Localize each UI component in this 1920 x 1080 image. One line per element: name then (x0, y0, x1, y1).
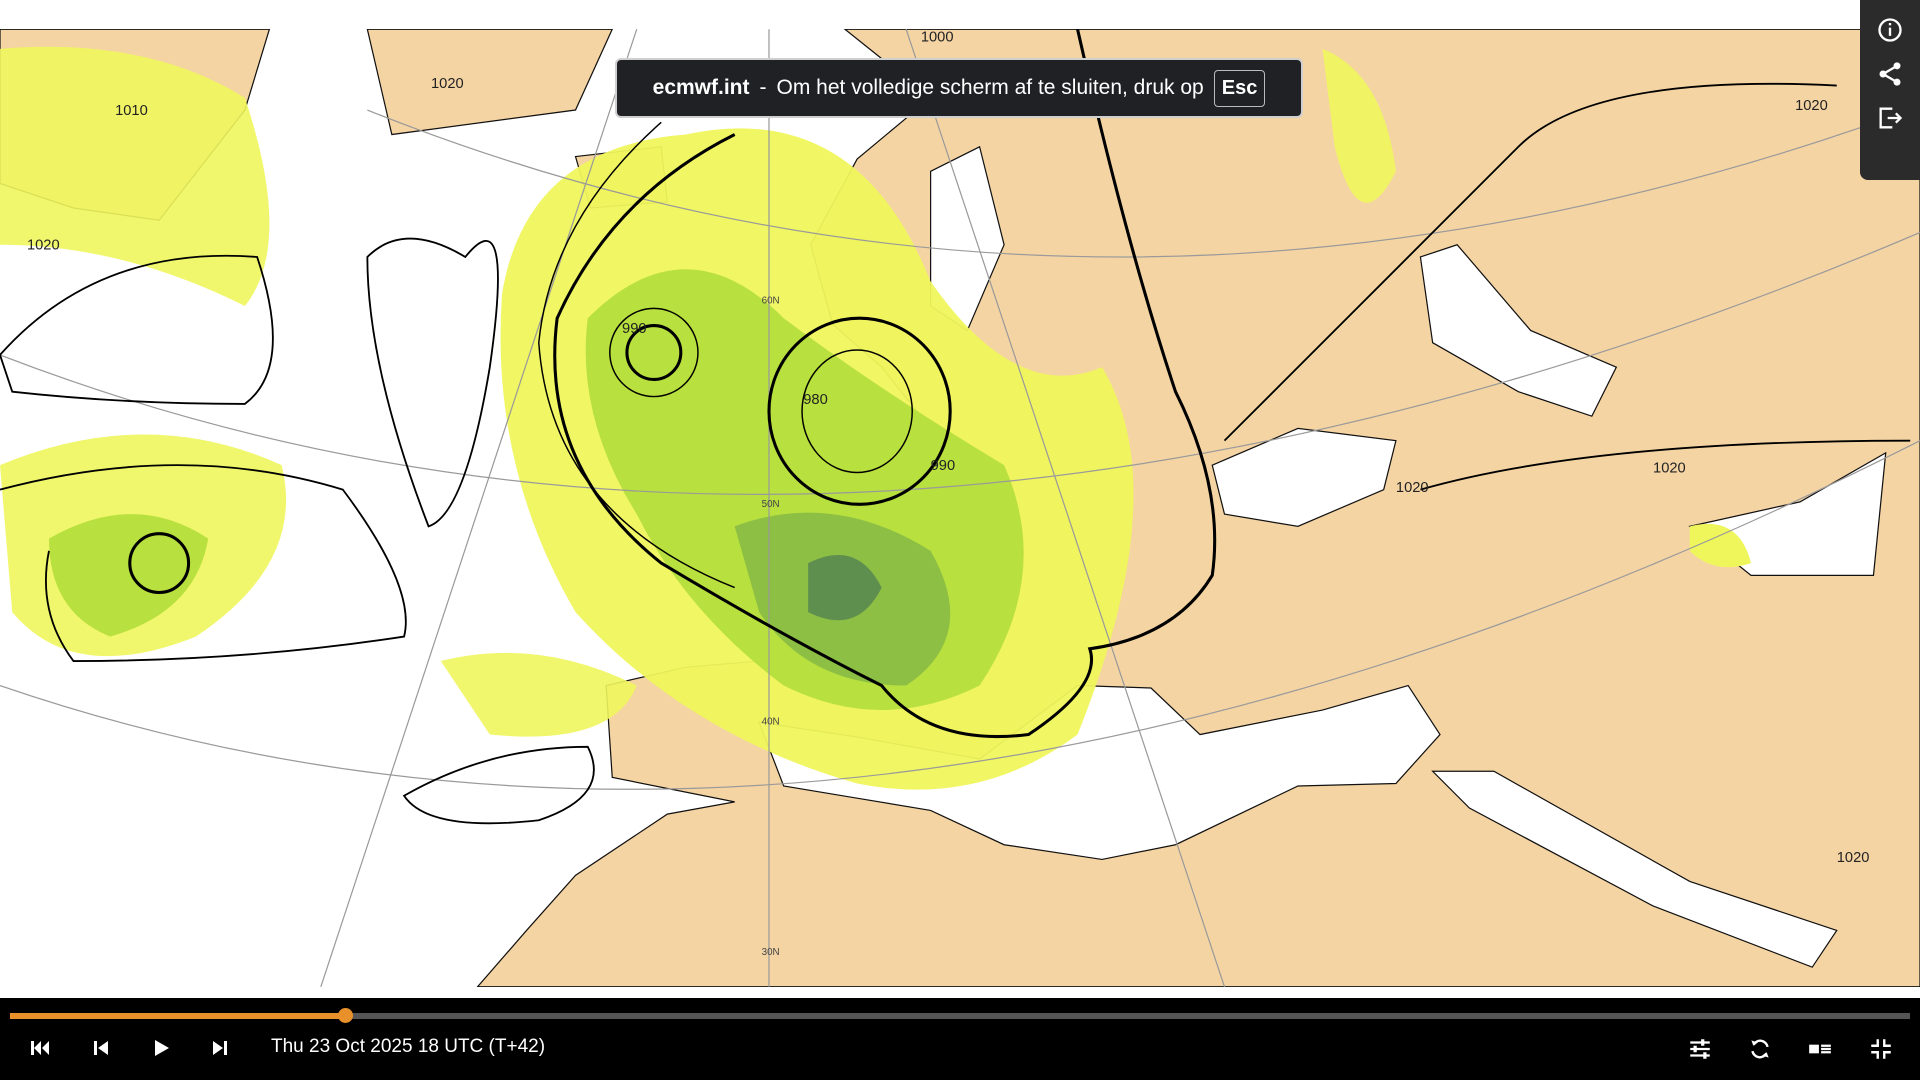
isobar-label: 1020 (27, 238, 60, 254)
previous-frame-button[interactable] (89, 1036, 113, 1060)
inland-seas (758, 145, 1887, 968)
notice-domain: ecmwf.int (652, 76, 750, 99)
graticule (0, 29, 1920, 987)
weather-map: 1010 1020 1020 1000 990 980 990 1020 102… (0, 29, 1920, 987)
isobar-label: 990 (931, 458, 956, 474)
isobar-label: 1010 (115, 103, 148, 119)
info-button[interactable] (1876, 16, 1904, 44)
isobar-label: 1020 (1653, 460, 1686, 476)
valid-time: Thu 23 Oct 2025 18 UTC (T+42) (271, 1036, 546, 1057)
timeline-handle[interactable] (338, 1008, 353, 1023)
isobar-label: 1020 (1837, 850, 1870, 866)
latitude-label: 40N (762, 717, 780, 728)
layers-button[interactable] (1807, 1036, 1833, 1062)
latitude-label: 60N (762, 296, 780, 307)
isobar-label: 990 (622, 321, 647, 337)
open-external-button[interactable] (1876, 104, 1904, 132)
share-button[interactable] (1876, 60, 1904, 88)
esc-key: Esc (1213, 69, 1266, 107)
timeline[interactable] (10, 1013, 1910, 1019)
isobar-label: 1020 (431, 76, 464, 92)
side-toolbar (1860, 0, 1920, 180)
settings-button[interactable] (1687, 1036, 1713, 1062)
isobars (0, 29, 1911, 825)
loop-button[interactable] (1747, 1036, 1773, 1062)
notice-message: Om het volledige scherm af te sluiten, d… (776, 76, 1204, 99)
notice-separator: - (759, 76, 767, 99)
isobar-label: 1000 (921, 29, 954, 45)
exit-fullscreen-button[interactable] (1868, 1036, 1894, 1062)
precipitation (0, 46, 1752, 790)
latitude-label: 50N (762, 499, 780, 510)
isobar-label: 1020 (1795, 98, 1828, 114)
isobar-label: 1020 (1396, 480, 1429, 496)
next-frame-button[interactable] (208, 1036, 232, 1060)
player-bar: Thu 23 Oct 2025 18 UTC (T+42) (0, 998, 1920, 1080)
map-labels: 1010 1020 1020 1000 990 980 990 1020 102… (27, 29, 1869, 957)
first-frame-button[interactable] (28, 1036, 52, 1060)
isobar-label: 980 (803, 392, 828, 408)
play-button[interactable] (149, 1036, 173, 1060)
fullscreen-notice: ecmwf.int - Om het volledige scherm af t… (615, 58, 1303, 118)
timeline-progress (10, 1013, 345, 1019)
latitude-label: 30N (762, 947, 780, 958)
